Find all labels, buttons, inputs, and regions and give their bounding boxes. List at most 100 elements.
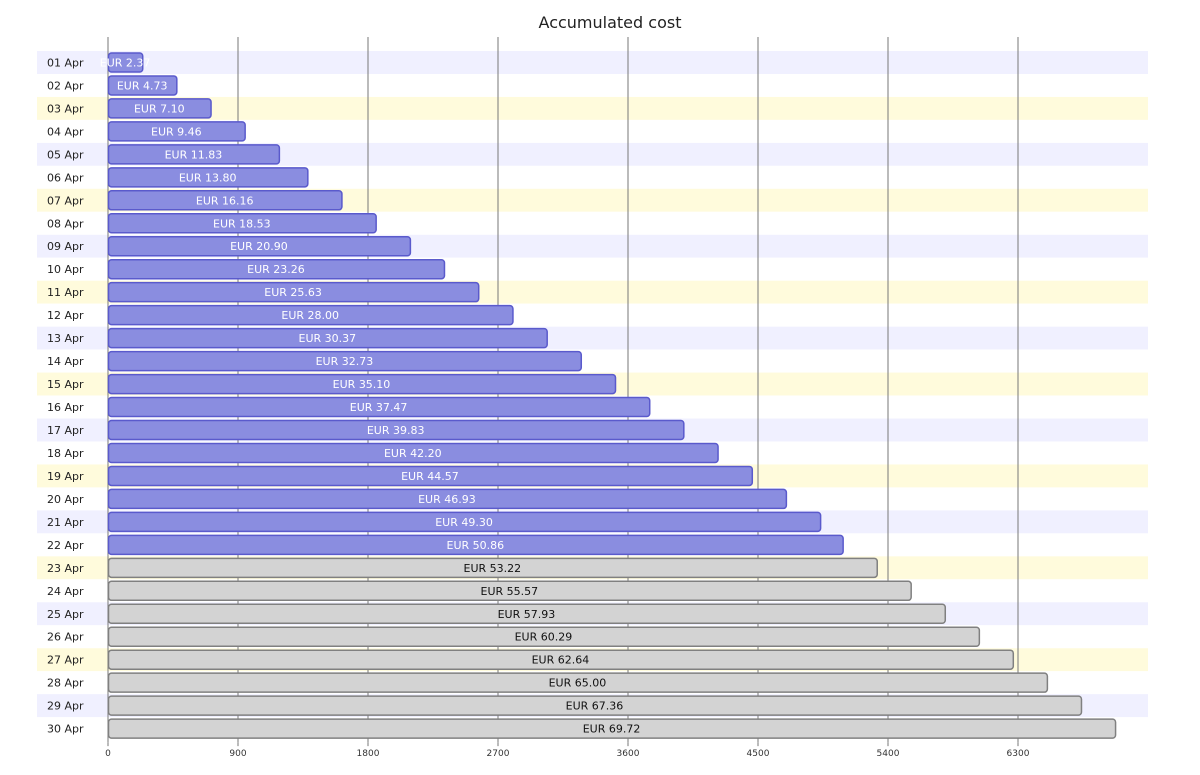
bar [107,465,754,487]
bar [107,419,685,441]
bar [107,350,583,372]
category-label: 18 Apr [47,447,84,460]
category-label: 09 Apr [47,240,84,253]
bar-value-label: EUR 20.90 [230,240,288,253]
category-label: 15 Apr [47,378,84,391]
category-label: 26 Apr [47,631,84,644]
x-tick-label: 2700 [487,749,510,759]
bar-value-label: EUR 32.73 [316,355,374,368]
row-band [37,96,1148,120]
bar-value-label: EUR 28.00 [281,309,339,322]
bar-value-label: EUR 35.10 [333,378,391,391]
bar [107,327,548,349]
bar-value-label: EUR 49.30 [435,516,493,529]
bar [107,718,1117,739]
x-tick-label: 1800 [357,749,380,759]
category-label: 25 Apr [47,608,84,621]
bar [107,695,1083,716]
bar-value-label: EUR 50.86 [447,539,505,552]
category-label: 13 Apr [47,332,84,345]
bar [107,373,617,395]
x-tick-label: 0 [105,749,111,759]
bar [107,511,822,533]
category-label: 24 Apr [47,585,84,598]
category-label: 20 Apr [47,493,84,506]
row-band [37,51,1148,74]
bar-value-label: EUR 13.80 [179,171,237,184]
category-label: 08 Apr [47,217,84,230]
category-label: 28 Apr [47,677,84,690]
category-label: 23 Apr [47,562,84,575]
category-label: 22 Apr [47,539,84,552]
category-label: 29 Apr [47,700,84,713]
bar-value-label: EUR 39.83 [367,424,425,437]
bar [107,649,1015,670]
category-label: 01 Apr [47,56,84,69]
bar-value-label: EUR 18.53 [213,217,271,230]
category-label: 21 Apr [47,516,84,529]
bar-value-label: EUR 23.26 [247,263,305,276]
bar-value-label: EUR 57.93 [498,608,556,621]
chart-title: Accumulated cost [539,13,682,32]
bar-value-label: EUR 62.64 [532,654,590,667]
bar-value-label: EUR 53.22 [464,562,522,575]
bar [107,213,377,234]
bar-value-label: EUR 46.93 [418,493,476,506]
x-tick-label: 6300 [1007,749,1030,759]
category-label: 27 Apr [47,654,84,667]
bar-value-label: EUR 4.73 [117,79,168,92]
category-label: 12 Apr [47,309,84,322]
bar-value-label: EUR 37.47 [350,401,408,414]
category-label: 02 Apr [47,79,84,92]
bar [107,235,412,257]
bar-value-label: EUR 69.72 [583,723,641,736]
category-label: 11 Apr [47,286,84,299]
category-label: 04 Apr [47,125,84,138]
bar [107,626,981,647]
row-band [37,73,1148,97]
bar [107,167,309,188]
row-band [37,142,1148,166]
bar [107,144,281,165]
bar [107,281,480,303]
bar-value-label: EUR 2.37 [100,56,151,69]
bar [107,534,844,556]
bar-value-label: EUR 60.29 [515,631,573,644]
bar-value-label: EUR 44.57 [401,470,459,483]
bar [107,442,719,464]
bar [107,396,651,418]
row-band [37,165,1148,189]
category-label: 16 Apr [47,401,84,414]
category-label: 05 Apr [47,148,84,161]
bar-value-label: EUR 30.37 [299,332,357,345]
bar-value-label: EUR 11.83 [165,148,223,161]
bar [107,121,246,142]
category-label: 07 Apr [47,194,84,207]
category-label: 10 Apr [47,263,84,276]
x-tick-label: 3600 [617,749,640,759]
bar-value-label: EUR 9.46 [151,125,202,138]
bar-value-label: EUR 42.20 [384,447,442,460]
bar [107,75,178,96]
category-label: 19 Apr [47,470,84,483]
bar [107,190,343,211]
bar [107,603,947,625]
bar [107,304,514,326]
bar [107,672,1049,693]
x-tick-label: 4500 [747,749,770,759]
bar [107,258,446,280]
bar [107,98,212,119]
bar-value-label: EUR 55.57 [481,585,539,598]
bar-value-label: EUR 65.00 [549,677,607,690]
category-label: 06 Apr [47,171,84,184]
bar-value-label: EUR 7.10 [134,102,185,115]
bar-value-label: EUR 67.36 [566,700,624,713]
row-band [37,119,1148,143]
category-label: 17 Apr [47,424,84,437]
bar [107,52,144,73]
category-label: 30 Apr [47,723,84,736]
category-label: 03 Apr [47,102,84,115]
bar [107,557,878,579]
x-tick-label: 900 [229,749,246,759]
